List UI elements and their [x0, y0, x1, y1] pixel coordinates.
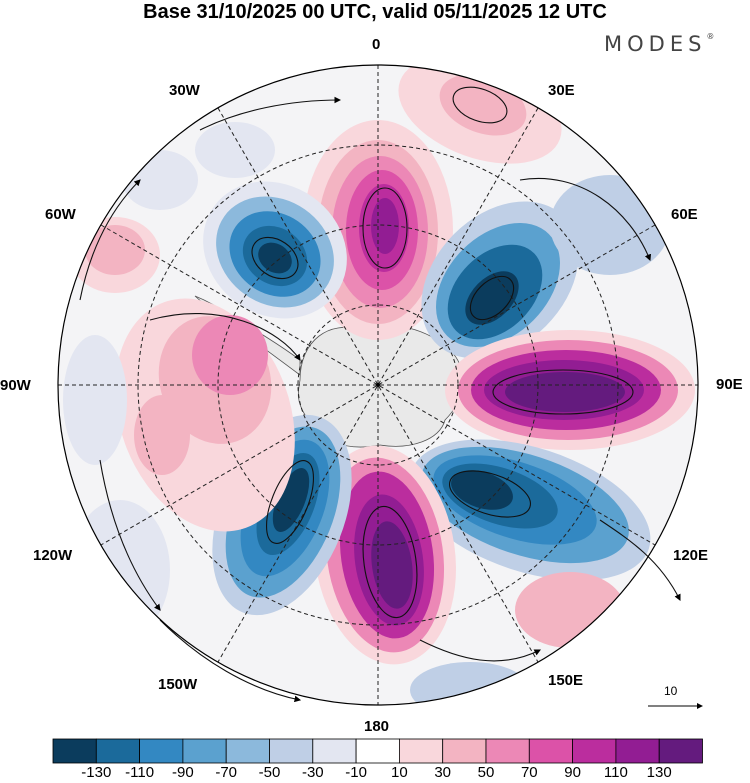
lon-label-30e: 30E — [548, 82, 575, 99]
anomaly-lobe-60e — [550, 175, 670, 275]
anomaly-lobe-60w — [70, 217, 160, 293]
reference-vector-label: 10 — [664, 684, 678, 698]
colorbar-tick-label: 110 — [603, 764, 628, 781]
lon-label-60w: 60W — [45, 206, 76, 223]
anomaly-lobe-80w — [63, 335, 127, 465]
lon-label-120e: 120E — [673, 547, 709, 564]
colorbar-tick-label: -130 — [81, 764, 112, 781]
colorbar-swatch — [312, 738, 357, 764]
colorbar-swatch — [572, 738, 617, 764]
graticule — [58, 65, 698, 705]
lon-label-30w: 30W — [169, 82, 200, 99]
colorbar-tick-label: 50 — [477, 764, 495, 781]
anomaly-lobe-100w — [115, 298, 295, 532]
anomaly-lobe-155e — [410, 662, 530, 705]
colorbar-swatch — [52, 738, 97, 764]
anomaly-lobe-45e — [421, 201, 579, 359]
colorbar-swatch — [442, 738, 487, 764]
lon-label-150w: 150W — [158, 676, 198, 693]
lon-label-150e: 150E — [548, 672, 584, 689]
anomaly-field — [63, 65, 695, 705]
south-pole-marker — [376, 383, 380, 387]
colorbar-tick-label: 10 — [391, 764, 408, 781]
colorbar-swatch — [225, 738, 270, 764]
map-title: Base 31/10/2025 00 UTC, valid 05/11/2025… — [143, 1, 607, 23]
colorbar-tick-label: 70 — [520, 764, 538, 781]
lon-label-0: 0 — [372, 36, 381, 53]
colorbar-swatch — [485, 738, 530, 764]
colorbar-tick-label: 90 — [564, 764, 581, 781]
colorbar-tick-label: -110 — [125, 764, 155, 781]
colorbar-tick-label: -70 — [215, 764, 238, 781]
colorbar-swatch — [269, 738, 314, 764]
colorbar-tick-label: -90 — [172, 764, 194, 781]
lon-label-90e: 90E — [716, 376, 743, 393]
wind-streamlines — [79, 86, 681, 703]
anomaly-lobe-120e — [409, 439, 651, 581]
lon-label-60e: 60E — [671, 206, 698, 223]
modes-logo: MODES® — [604, 32, 715, 56]
anomaly-lobe-15w — [195, 122, 275, 178]
colorbar-swatch — [139, 738, 184, 764]
anomaly-lobe-30w — [203, 181, 347, 319]
lon-label-180: 180 — [364, 718, 390, 735]
anomaly-lobe-90e — [445, 330, 695, 450]
colorbar — [52, 738, 703, 764]
colorbar-swatch — [355, 738, 400, 764]
lon-label-90w: 90W — [0, 377, 31, 394]
colorbar-tick-label: 130 — [646, 764, 672, 781]
colorbar-swatch — [615, 738, 660, 764]
anomaly-lobe-110w — [70, 500, 170, 640]
map-border — [57, 64, 699, 706]
anomaly-lobe-135e — [515, 572, 625, 648]
colorbar-swatch — [528, 738, 573, 764]
colorbar-tick-label: 30 — [434, 764, 452, 781]
colorbar-swatch — [182, 738, 227, 764]
lon-label-120w: 120W — [33, 547, 73, 564]
anomaly-lobe-45w — [122, 150, 198, 210]
colorbar-tick-label: -30 — [301, 764, 324, 781]
polar-map — [57, 64, 703, 709]
colorbar-tick-label: -10 — [345, 764, 367, 781]
colorbar-swatch — [398, 738, 444, 764]
colorbar-swatch — [95, 738, 141, 764]
colorbar-swatch — [658, 738, 703, 764]
colorbar-tick-label: -50 — [258, 764, 281, 781]
